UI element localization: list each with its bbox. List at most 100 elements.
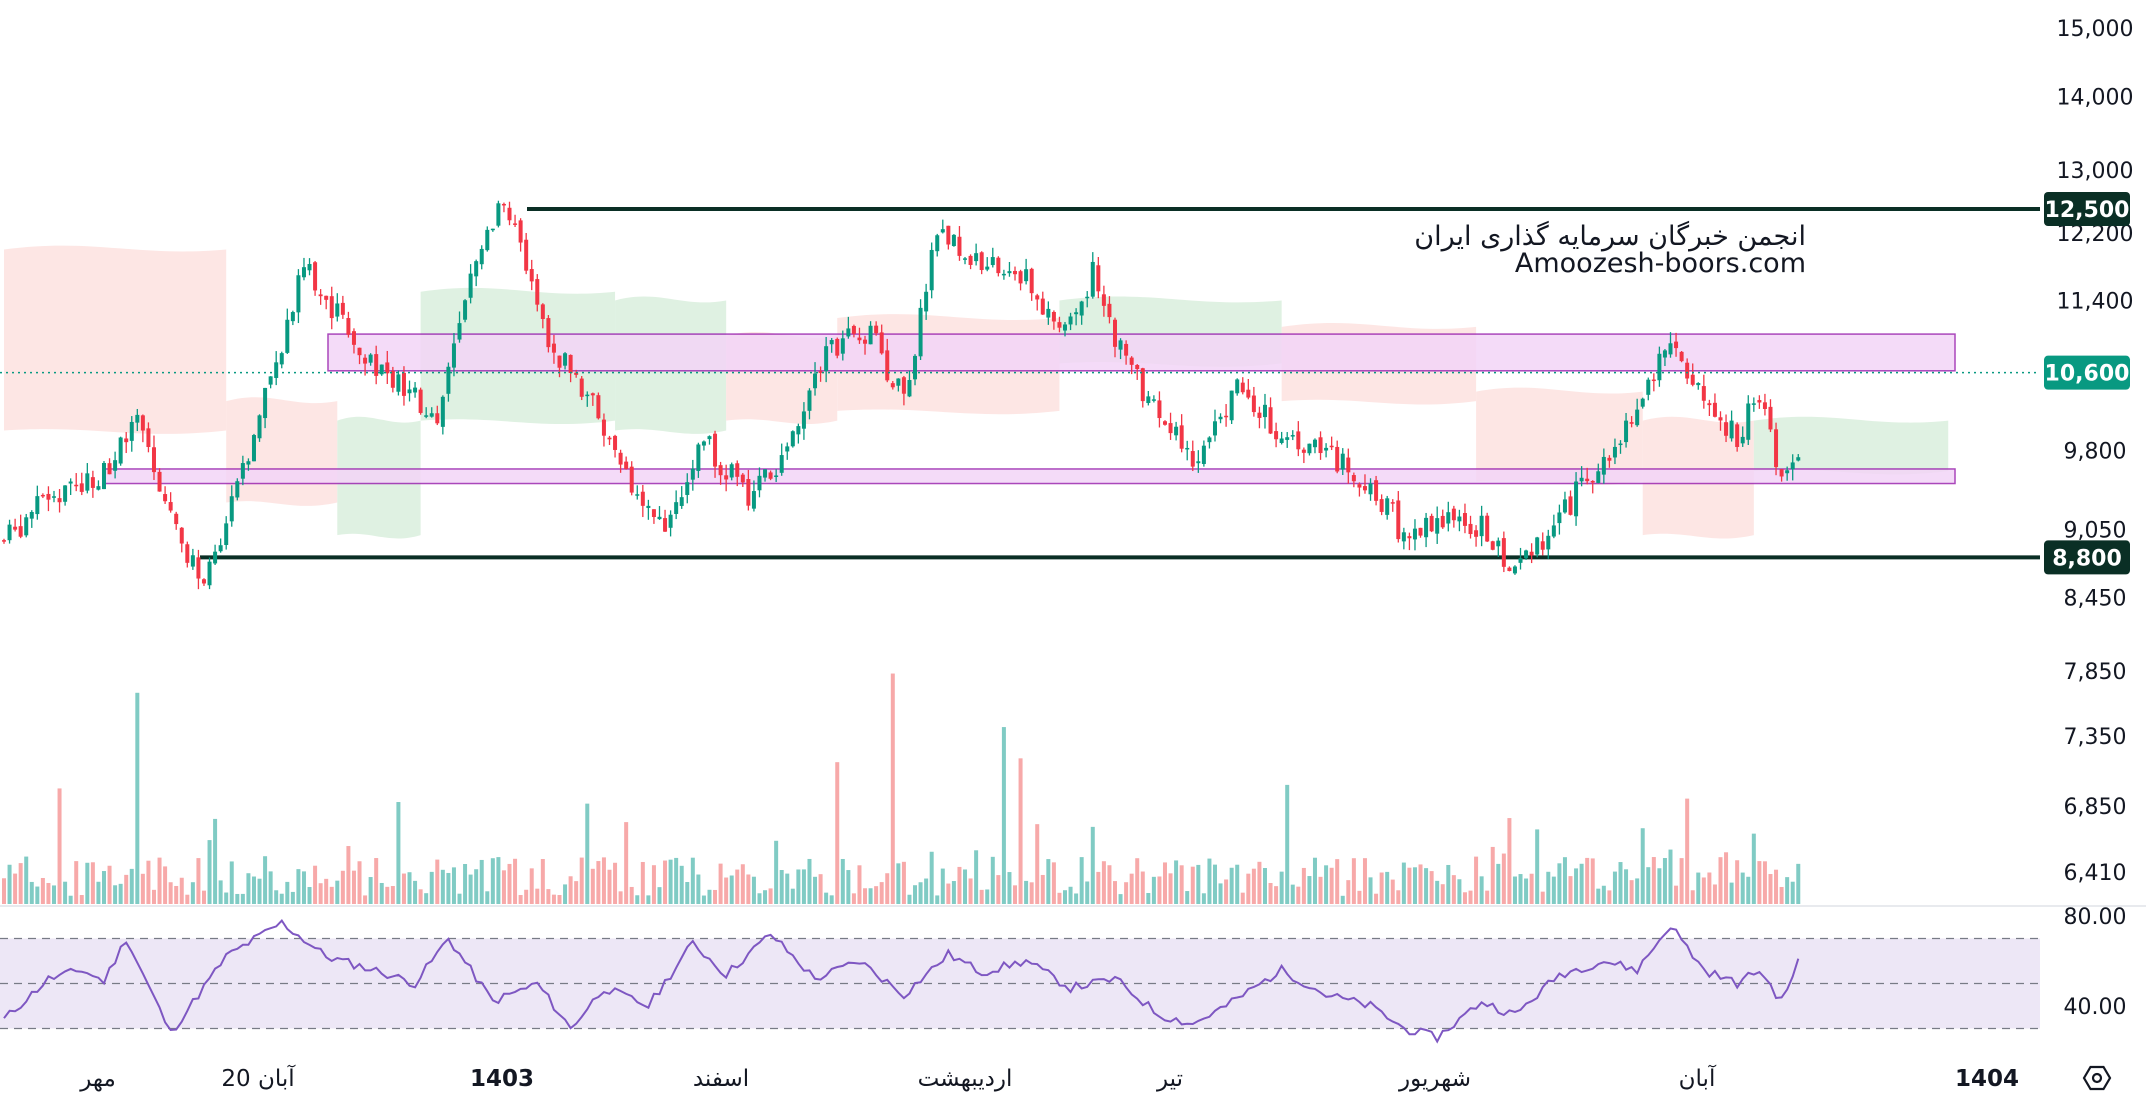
volume-bar <box>24 856 29 904</box>
volume-bar <box>1412 867 1417 904</box>
candle-body <box>363 357 368 364</box>
volume-bar <box>1429 871 1434 904</box>
candle-body <box>951 234 956 247</box>
volume-bar <box>507 863 512 904</box>
candle-body <box>563 353 568 366</box>
volume-bar <box>1612 871 1617 904</box>
candle-body <box>518 220 523 243</box>
volume-bar <box>1090 826 1095 904</box>
volume-bar <box>1296 886 1301 904</box>
hexagon-gear-icon[interactable] <box>2082 1065 2112 1091</box>
rsi-pane[interactable] <box>0 919 2040 1044</box>
volume-bar <box>1201 893 1206 904</box>
volume-bar <box>418 889 423 904</box>
candle-body <box>535 279 540 305</box>
candle-body <box>113 460 118 471</box>
candle-body <box>863 339 868 344</box>
volume-bar <box>1479 876 1484 904</box>
candle-body <box>1646 379 1651 395</box>
candle-body <box>1157 400 1162 419</box>
volume-bar <box>290 891 295 904</box>
volume-bar <box>1390 879 1395 904</box>
candle-body <box>1474 530 1479 537</box>
volume-bar <box>46 883 51 904</box>
candle-body <box>1196 461 1201 464</box>
candle-body <box>46 493 51 500</box>
candle-body <box>13 526 18 530</box>
candle-body <box>501 203 506 206</box>
candle-body <box>1118 340 1123 350</box>
price-axis-label: 7,850 <box>2064 660 2127 685</box>
volume-bar <box>763 890 768 904</box>
volume-bar <box>1051 862 1056 904</box>
volume-bar <box>1435 880 1440 904</box>
candle-body <box>1174 426 1179 436</box>
volume-bar <box>1562 857 1567 904</box>
time-axis-label: اسفند <box>693 1066 749 1092</box>
volume-bar <box>1151 876 1156 904</box>
candle-body <box>1390 502 1395 504</box>
candle-body <box>1074 312 1079 315</box>
time-axis-label: 1404 <box>1955 1066 2019 1092</box>
candle-body <box>1551 525 1556 537</box>
price-axis-label: 6,410 <box>2064 861 2127 886</box>
volume-bar <box>1485 890 1490 904</box>
volume-bar <box>685 881 690 904</box>
candle-body <box>1007 271 1012 274</box>
rsi-axis-label: 40.00 <box>2064 995 2127 1020</box>
volume-bar <box>235 893 240 904</box>
volume-bar <box>224 892 229 904</box>
volume-bar <box>996 875 1001 904</box>
candle-body <box>624 461 629 469</box>
volume-bar <box>790 888 795 904</box>
volume-bar <box>1529 873 1534 904</box>
candle-body <box>1490 541 1495 550</box>
cloud-segment-bull <box>1753 416 1949 475</box>
candle-body <box>185 544 190 563</box>
candle-body <box>140 415 145 431</box>
candle-body <box>1790 462 1795 470</box>
candle-body <box>1063 324 1068 331</box>
volume-bars <box>2 673 1801 904</box>
volume-bar <box>613 862 618 904</box>
volume-bar <box>390 886 395 904</box>
volume-bar <box>101 871 106 904</box>
candle-body <box>1524 550 1529 559</box>
volume-bar <box>151 889 156 904</box>
candle-body <box>1462 513 1467 526</box>
volume-bar <box>1796 863 1801 904</box>
volume-bar <box>713 889 718 904</box>
price-axis[interactable]: 15,000 14,000 13,000 12,200 11,400 9,800 9,050… <box>2057 17 2134 886</box>
volume-bar <box>874 886 879 904</box>
candle-body <box>235 481 240 498</box>
volume-bar <box>840 858 845 904</box>
candle-body <box>385 362 390 374</box>
time-axis[interactable]: مهر 20 آبان 1403 اسفند اردیبهشت تیر شهریور آبان… <box>79 1064 2019 1092</box>
candle-body <box>85 473 90 491</box>
time-axis-label: مهر <box>79 1066 116 1092</box>
volume-bar <box>1268 882 1273 904</box>
candle-body <box>24 517 29 536</box>
volume-bar <box>1040 874 1045 904</box>
candle-body <box>929 249 934 291</box>
candle-body <box>818 371 823 373</box>
candle-body <box>1385 498 1390 515</box>
candle-body <box>1190 451 1195 467</box>
candle-body <box>201 579 206 584</box>
candle-body <box>1751 403 1756 405</box>
volume-bar <box>68 895 73 904</box>
candle-body <box>757 475 762 491</box>
candle-body <box>874 325 879 334</box>
candle-body <box>368 354 373 363</box>
price-axis-label: 6,850 <box>2064 795 2127 820</box>
candle-body <box>446 366 451 394</box>
candle-body <box>529 269 534 282</box>
volume-bar <box>496 857 501 904</box>
candle-body <box>607 437 612 440</box>
candle-body <box>129 421 134 441</box>
volume-bar <box>1657 868 1662 904</box>
volume-bar <box>1279 871 1284 904</box>
level-label-box <box>2044 191 2130 226</box>
volume-bar <box>1174 860 1179 904</box>
